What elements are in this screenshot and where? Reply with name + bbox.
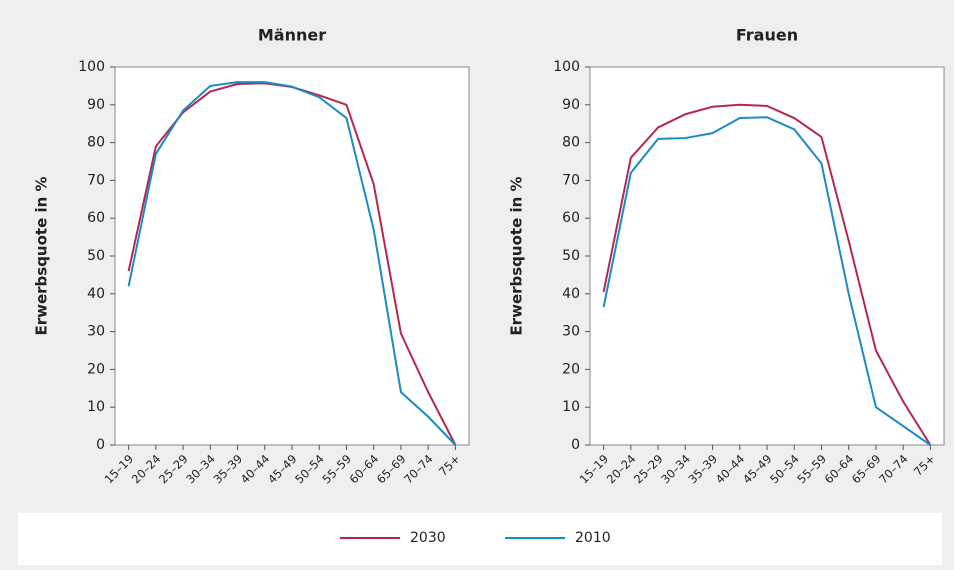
y-tick-label: 0 xyxy=(571,437,580,453)
y-tick-label: 60 xyxy=(562,210,580,226)
y-tick-label: 80 xyxy=(87,135,105,151)
y-axis-label: Erwerbsquote in % xyxy=(33,176,51,335)
y-tick-label: 30 xyxy=(562,324,580,340)
y-tick-label: 90 xyxy=(562,97,580,113)
plot-area xyxy=(589,66,945,446)
chart-title: Frauen xyxy=(736,26,798,45)
y-tick-label: 10 xyxy=(87,399,105,415)
legend-box xyxy=(18,513,942,565)
y-tick-label: 80 xyxy=(562,135,580,151)
series-line xyxy=(602,116,931,446)
y-tick-label: 50 xyxy=(562,248,580,264)
y-tick-label: 90 xyxy=(87,97,105,113)
series-line xyxy=(602,103,932,446)
y-tick-label: 30 xyxy=(87,324,105,340)
y-tick-label: 40 xyxy=(87,286,105,302)
y-tick-label: 50 xyxy=(87,248,105,264)
y-tick-label: 70 xyxy=(562,172,580,188)
y-tick-label: 20 xyxy=(87,361,105,377)
legend-label: 2030 xyxy=(410,530,446,546)
y-tick-label: 100 xyxy=(78,59,105,75)
y-tick-label: 100 xyxy=(553,59,580,75)
legend-label: 2010 xyxy=(575,530,611,546)
y-axis-label: Erwerbsquote in % xyxy=(508,176,526,335)
y-tick-label: 20 xyxy=(562,361,580,377)
y-tick-label: 0 xyxy=(96,437,105,453)
plot-area xyxy=(114,66,470,446)
y-tick-label: 10 xyxy=(562,399,580,415)
series-line xyxy=(127,81,457,446)
y-tick-label: 60 xyxy=(87,210,105,226)
chart-title: Männer xyxy=(258,26,326,45)
y-tick-label: 40 xyxy=(562,286,580,302)
y-tick-label: 70 xyxy=(87,172,105,188)
